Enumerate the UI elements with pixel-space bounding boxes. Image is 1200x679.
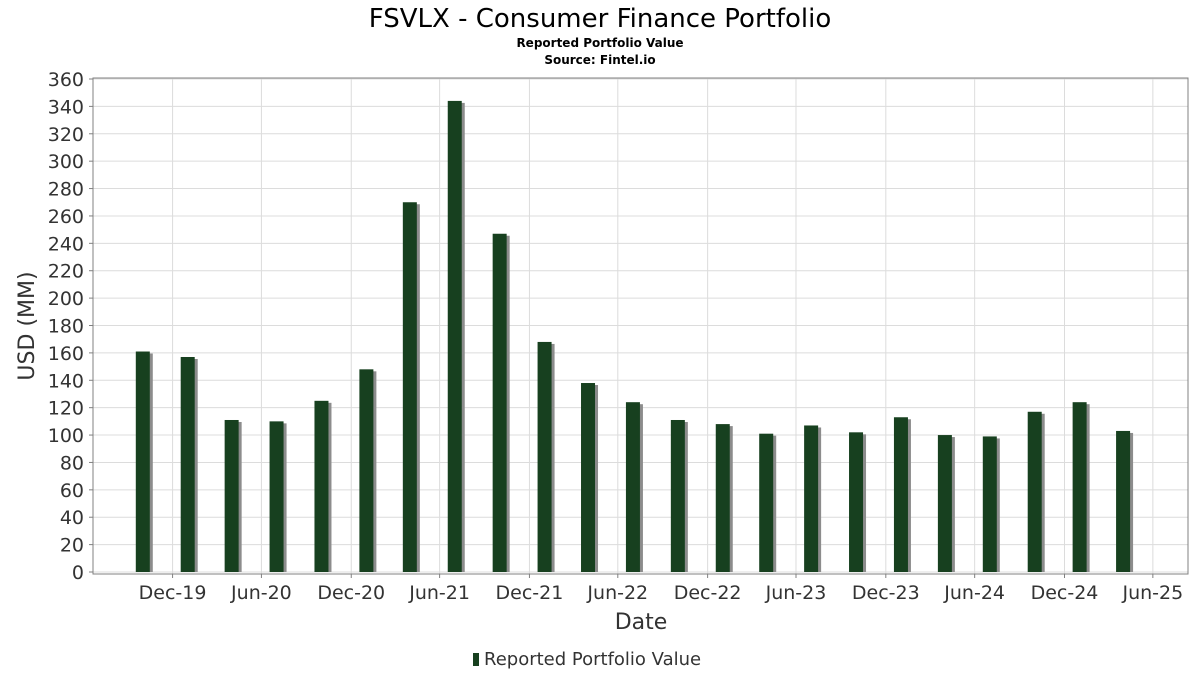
- bar: [893, 417, 908, 572]
- y-tick-label: 180: [48, 316, 84, 338]
- chart-subtitle-line-2: Source: Fintel.io: [544, 53, 655, 67]
- y-tick-label: 60: [60, 480, 84, 502]
- y-tick-label: 40: [60, 507, 84, 529]
- x-tick-label: Jun-22: [586, 582, 648, 604]
- y-tick-label: 280: [48, 179, 84, 201]
- y-tick-label: 200: [48, 288, 84, 310]
- bar: [402, 202, 417, 572]
- x-tick-label: Dec-19: [139, 582, 207, 604]
- bar: [1027, 411, 1042, 572]
- legend-label: Reported Portfolio Value: [484, 649, 701, 670]
- y-tick-label: 300: [48, 151, 84, 173]
- bar: [269, 421, 284, 572]
- y-tick-label: 340: [48, 96, 84, 118]
- bar: [937, 435, 952, 572]
- bar: [537, 341, 552, 572]
- bar: [180, 356, 195, 572]
- legend-swatch: [473, 653, 479, 666]
- x-axis: Dec-19 Jun-20 Dec-20 Jun-21 Dec-21 Jun-22 Dec-…: [139, 574, 1183, 604]
- y-tick-label: 240: [48, 233, 84, 255]
- bars: [135, 100, 1134, 573]
- bar: [581, 383, 596, 572]
- bar: [759, 433, 774, 572]
- bar: [625, 402, 640, 572]
- bar: [1072, 402, 1087, 572]
- y-tick-label: 0: [72, 562, 84, 584]
- chart-title: FSVLX - Consumer Finance Portfolio: [369, 4, 832, 34]
- bar: [804, 425, 819, 572]
- x-tick-label: Dec-21: [496, 582, 564, 604]
- y-tick-label: 260: [48, 206, 84, 228]
- bar: [224, 419, 239, 572]
- bar: [135, 351, 150, 572]
- x-tick-label: Jun-20: [230, 582, 292, 604]
- x-tick-label: Dec-24: [1031, 582, 1099, 604]
- bar: [359, 369, 374, 572]
- y-tick-label: 100: [48, 425, 84, 447]
- y-tick-label: 220: [48, 261, 84, 283]
- y-tick-label: 360: [48, 69, 84, 91]
- y-tick-label: 20: [60, 535, 84, 557]
- x-tick-label: Dec-23: [852, 582, 920, 604]
- x-tick-label: Jun-24: [943, 582, 1005, 604]
- bar: [1116, 430, 1131, 572]
- y-axis: 0 20 40 60 80 100 120 140 160 180 200 220 240 260 280 3…: [48, 69, 93, 584]
- x-tick-label: Dec-22: [674, 582, 742, 604]
- bar: [447, 100, 462, 573]
- bar: [314, 400, 329, 572]
- x-tick-label: Jun-21: [408, 582, 470, 604]
- y-tick-label: 140: [48, 370, 84, 392]
- bar: [849, 432, 864, 572]
- y-tick-label: 120: [48, 398, 84, 420]
- x-axis-label: Date: [615, 610, 668, 635]
- x-tick-label: Jun-25: [1121, 582, 1183, 604]
- bar: [670, 419, 685, 572]
- chart-subtitle-line-1: Reported Portfolio Value: [516, 36, 683, 50]
- legend: Reported Portfolio Value: [473, 649, 701, 670]
- y-tick-label: 80: [60, 452, 84, 474]
- x-tick-label: Jun-23: [765, 582, 827, 604]
- x-tick-label: Dec-20: [317, 582, 385, 604]
- bar: [982, 436, 997, 572]
- y-tick-label: 160: [48, 343, 84, 365]
- y-tick-label: 320: [48, 124, 84, 146]
- y-axis-label: USD (MM): [15, 271, 40, 380]
- bar: [492, 233, 507, 572]
- bar: [715, 424, 730, 572]
